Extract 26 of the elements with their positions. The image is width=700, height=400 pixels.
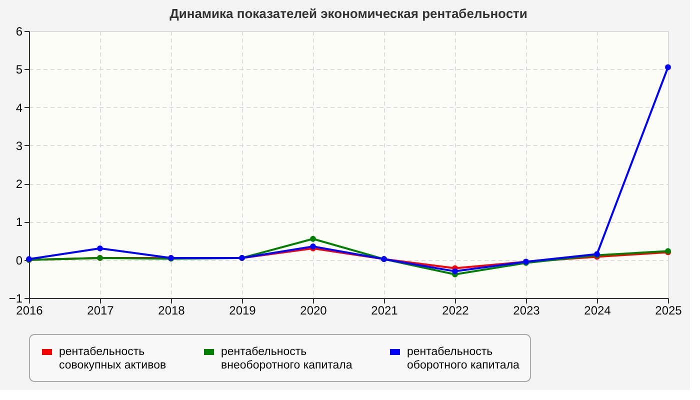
- point: [97, 245, 103, 252]
- legend-label: рентабельность внеоборотного капитала: [221, 346, 353, 372]
- x-tick-label: 2019: [229, 304, 256, 318]
- point: [310, 236, 316, 242]
- y-tick-label: 0: [16, 253, 23, 268]
- x-tick-label: 2024: [584, 304, 612, 318]
- point: [452, 268, 458, 274]
- x-tick-label: 2022: [442, 304, 470, 318]
- y-tick-label: 2: [16, 177, 23, 192]
- x-tick-label: 2023: [513, 304, 540, 318]
- y-tick-label: −1: [8, 292, 23, 306]
- y-tick-label: 5: [16, 62, 23, 77]
- x-tick-label: 2020: [300, 304, 328, 318]
- legend-label: рентабельность совокупных активов: [59, 346, 166, 372]
- x-tick-label: 2025: [655, 304, 682, 318]
- y-tick-label: 6: [16, 24, 23, 38]
- y-tick-label: 4: [16, 100, 23, 115]
- x-tick-label: 2017: [87, 304, 114, 318]
- y-tick-label: 1: [16, 215, 23, 230]
- chart-title: Динамика показателей экономическая рентабельности: [170, 6, 528, 21]
- x-tick-label: 2018: [158, 304, 186, 318]
- point: [665, 64, 671, 70]
- x-tick-label: 2021: [371, 304, 398, 318]
- x-tick-label: 2016: [16, 304, 44, 318]
- legend-label: рентабельность оборотного капитала: [407, 346, 520, 372]
- y-tick-label: 3: [16, 138, 23, 153]
